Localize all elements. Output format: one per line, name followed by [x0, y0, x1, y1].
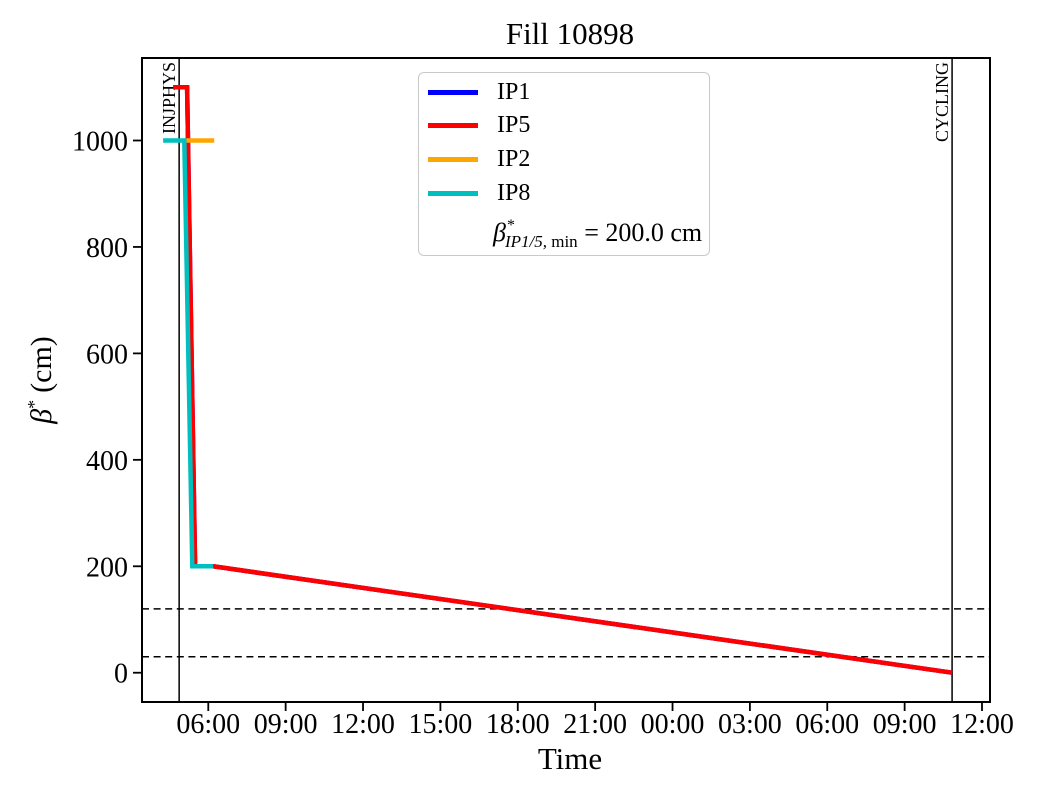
- x-tick-label: 06:00: [795, 709, 859, 740]
- x-tick-label: 03:00: [718, 709, 782, 740]
- legend-item-ip8: IP8: [419, 180, 530, 206]
- legend-item-ip1: IP1: [419, 79, 530, 105]
- y-tick-label: 600: [86, 339, 128, 370]
- x-tick-label: 00:00: [641, 709, 705, 740]
- legend-swatch-ip5: [428, 122, 478, 128]
- legend-label-ip2: IP2: [497, 146, 531, 172]
- x-tick-label: 12:00: [331, 709, 395, 740]
- x-tick-label: 06:00: [176, 709, 240, 740]
- x-tick-label: 09:00: [873, 709, 937, 740]
- legend: IP1 IP5 IP2 IP8 β*IP1/5, min = 200.0 cm: [418, 72, 710, 256]
- plot-border: [141, 57, 991, 703]
- y-axis-units: (cm): [25, 336, 58, 393]
- legend-note-beta-min: β*IP1/5, min = 200.0 cm: [493, 217, 702, 252]
- beta-star-superscript: *: [506, 217, 515, 234]
- legend-swatch-ip2: [428, 156, 478, 162]
- beta-symbol: β: [25, 408, 58, 424]
- x-tick-label: 15:00: [409, 709, 473, 740]
- legend-label-ip8: IP8: [497, 180, 531, 206]
- mode-marker-label-injphys: INJPHYS: [159, 62, 179, 134]
- beta-star-superscript: *: [24, 399, 44, 409]
- x-tick-label: 18:00: [486, 709, 550, 740]
- legend-item-ip5: IP5: [419, 112, 530, 138]
- legend-label-ip1: IP1: [497, 79, 531, 105]
- x-axis-label: Time: [537, 741, 603, 776]
- y-tick-label: 200: [86, 552, 128, 583]
- beta-symbol: β: [493, 218, 506, 247]
- x-tick-label: 12:00: [950, 709, 1014, 740]
- y-tick-label: 400: [86, 446, 128, 477]
- y-tick-label: 1000: [72, 126, 128, 157]
- chart-title: Fill 10898: [505, 16, 635, 51]
- legend-swatch-ip8: [428, 190, 478, 196]
- x-tick-label: 21:00: [563, 709, 627, 740]
- mode-marker-label-cycling: CYCLING: [932, 62, 952, 142]
- y-tick-label: 800: [86, 233, 128, 264]
- beta-min-value: = 200.0 cm: [577, 218, 703, 247]
- y-tick-label: 0: [114, 659, 128, 690]
- legend-item-ip2: IP2: [419, 146, 530, 172]
- beta-subscript: IP1/5, min: [504, 232, 578, 251]
- y-axis-label: β* (cm): [24, 270, 64, 490]
- legend-swatch-ip1: [428, 89, 478, 95]
- x-tick-label: 09:00: [254, 709, 318, 740]
- series-line-ip8: [163, 138, 214, 569]
- legend-label-ip5: IP5: [497, 112, 531, 138]
